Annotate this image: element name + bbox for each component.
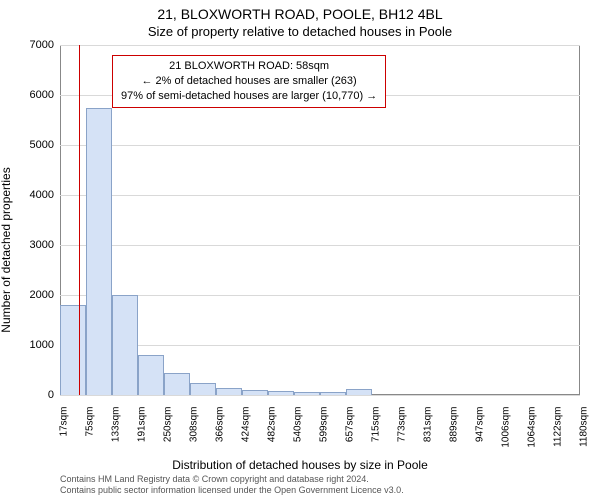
gridline	[60, 195, 580, 196]
histogram-bar	[346, 389, 372, 395]
histogram-bar	[242, 390, 268, 395]
ytick-label: 6000	[30, 89, 60, 101]
gridline	[60, 345, 580, 346]
property-marker-line	[79, 45, 80, 395]
gridline	[60, 295, 580, 296]
ytick-label: 4000	[30, 189, 60, 201]
histogram-bar	[60, 305, 86, 395]
ytick-label: 1000	[30, 339, 60, 351]
histogram-bar	[112, 295, 138, 395]
ytick-label: 0	[48, 389, 60, 401]
histogram-bar	[164, 373, 190, 396]
histogram-bar	[86, 108, 112, 396]
footer-attribution: Contains HM Land Registry data © Crown c…	[60, 474, 404, 496]
gridline	[60, 45, 580, 46]
gridline	[60, 395, 580, 396]
plot-area: 0100020003000400050006000700017sqm75sqm1…	[60, 45, 580, 395]
ytick-label: 3000	[30, 239, 60, 251]
chart-title-line2: Size of property relative to detached ho…	[0, 24, 600, 39]
footer-line1: Contains HM Land Registry data © Crown c…	[60, 474, 404, 485]
chart-title-line1: 21, BLOXWORTH ROAD, POOLE, BH12 4BL	[0, 6, 600, 22]
histogram-bar	[268, 391, 294, 395]
ytick-label: 5000	[30, 139, 60, 151]
annotation-line3: 97% of semi-detached houses are larger (…	[121, 89, 377, 104]
footer-line2: Contains public sector information licen…	[60, 485, 404, 496]
annotation-line2: ← 2% of detached houses are smaller (263…	[121, 74, 377, 89]
chart-container: 21, BLOXWORTH ROAD, POOLE, BH12 4BL Size…	[0, 0, 600, 500]
ytick-label: 2000	[30, 289, 60, 301]
ytick-label: 7000	[30, 39, 60, 51]
annotation-box: 21 BLOXWORTH ROAD: 58sqm← 2% of detached…	[112, 55, 386, 108]
histogram-bar	[216, 388, 242, 396]
annotation-line1: 21 BLOXWORTH ROAD: 58sqm	[121, 59, 377, 74]
gridline	[60, 145, 580, 146]
histogram-bar	[294, 392, 320, 395]
histogram-bar	[190, 383, 216, 396]
histogram-bar	[138, 355, 164, 395]
histogram-bar	[320, 392, 346, 395]
x-axis-label: Distribution of detached houses by size …	[0, 458, 600, 472]
y-axis-label: Number of detached properties	[0, 85, 13, 250]
gridline	[60, 245, 580, 246]
